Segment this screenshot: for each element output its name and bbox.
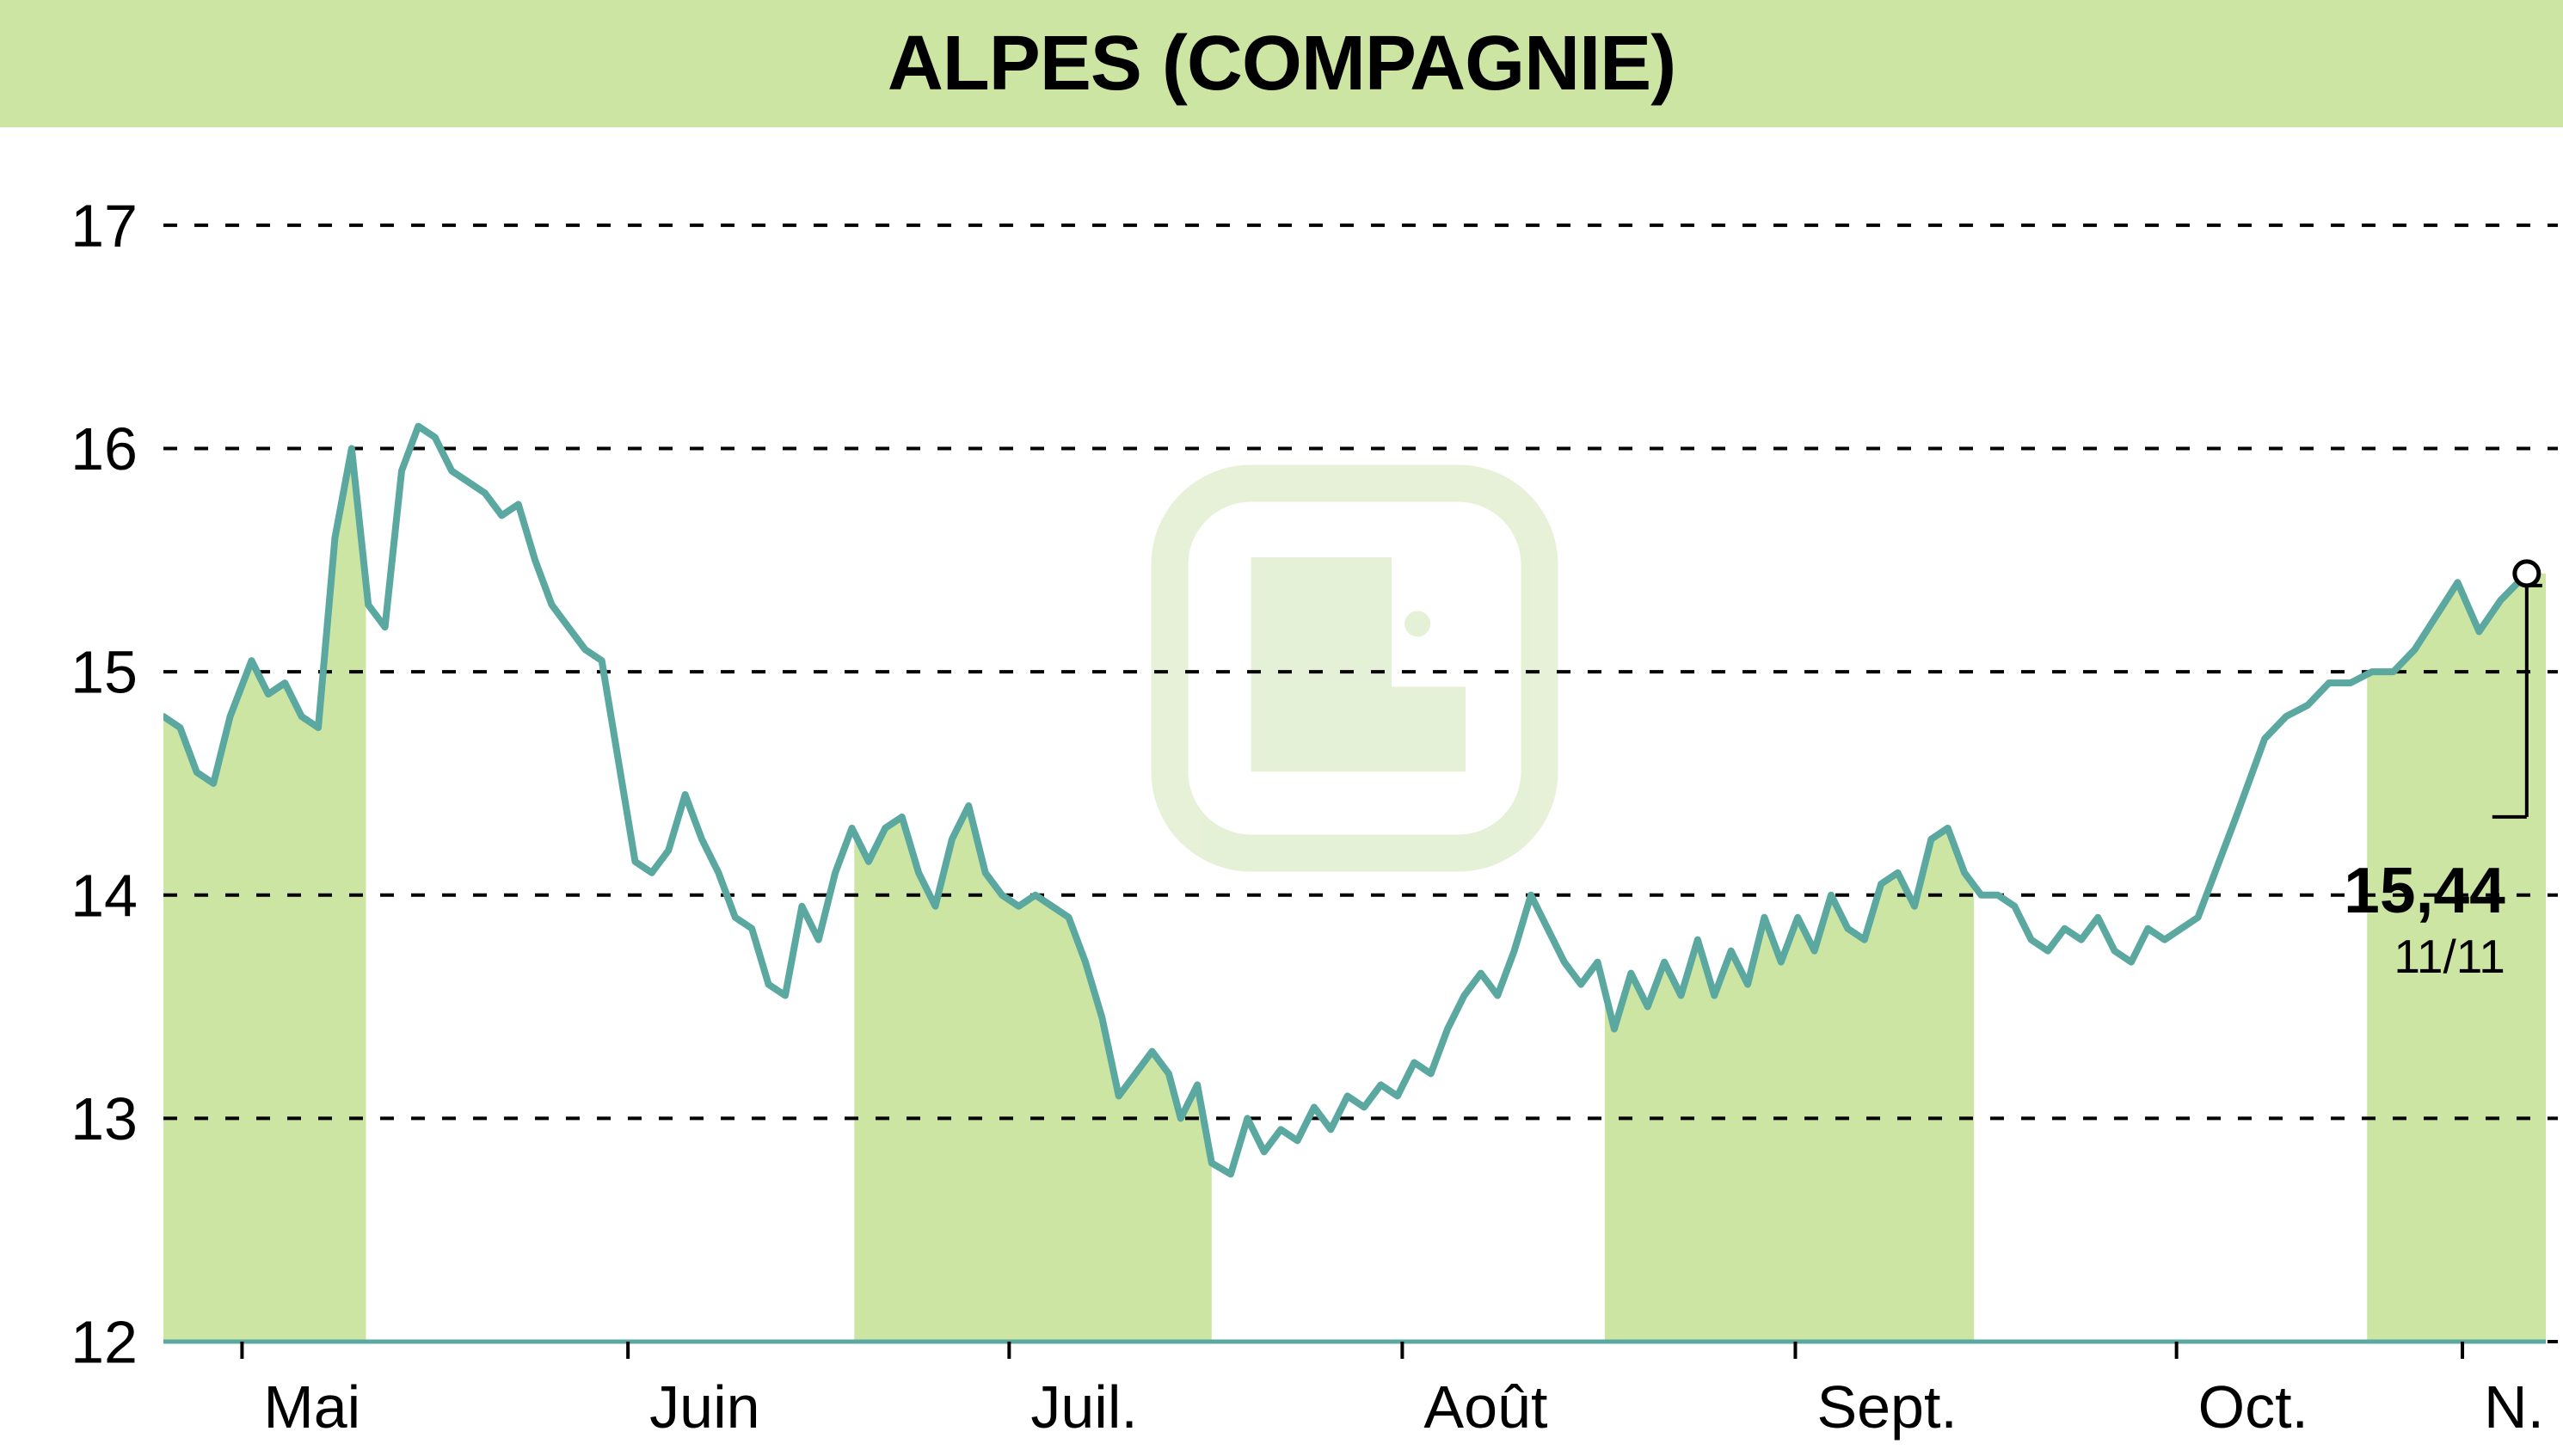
svg-text:17: 17	[71, 192, 138, 259]
svg-text:Juin: Juin	[649, 1373, 759, 1441]
svg-text:13: 13	[71, 1085, 138, 1152]
plot-area: 12 13 14 15 16 17 Mai Juin Juil. Août Sept. Oct. N. 1…	[0, 0, 2563, 1456]
chart-svg: 12 13 14 15 16 17 Mai Juin Juil. Août Sept. Oct. N. 1…	[0, 0, 2563, 1456]
svg-text:N.: N.	[2484, 1373, 2544, 1441]
svg-text:Juil.: Juil.	[1030, 1373, 1137, 1441]
svg-text:Oct.: Oct.	[2198, 1373, 2308, 1441]
svg-text:12: 12	[71, 1309, 138, 1376]
svg-text:Août: Août	[1423, 1373, 1547, 1441]
svg-text:15: 15	[71, 639, 138, 706]
svg-text:11/11: 11/11	[2394, 930, 2505, 983]
stock-chart: ALPES (COMPAGNIE) 121314151617MaiJuinJui…	[0, 0, 2563, 1456]
svg-text:15,44: 15,44	[2344, 854, 2505, 926]
svg-text:Mai: Mai	[263, 1373, 360, 1441]
svg-text:14: 14	[71, 862, 138, 929]
svg-text:16: 16	[71, 415, 138, 482]
svg-text:Sept.: Sept.	[1816, 1373, 1957, 1441]
